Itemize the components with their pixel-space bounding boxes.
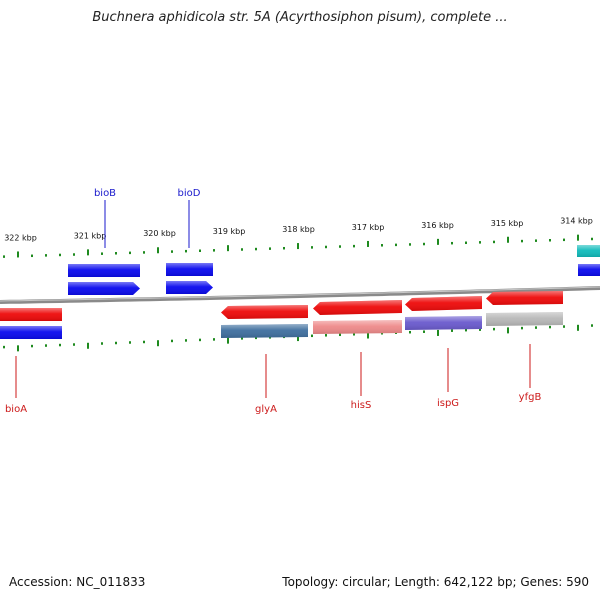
topology-summary: Topology: circular; Length: 642,122 bp; … <box>282 575 589 589</box>
scale-tick-label: 314 kbp <box>560 217 593 226</box>
scale-tick-label: 322 kbp <box>4 233 37 242</box>
genome-backbone <box>0 286 600 304</box>
accession-text: Accession: NC_011833 <box>9 575 146 589</box>
scale-tick-label: 316 kbp <box>421 221 454 230</box>
gene-shine <box>166 281 213 294</box>
gene-bioA[interactable] <box>0 308 62 321</box>
gene-yfgB-cog[interactable] <box>486 312 563 326</box>
scale-tick-label: 319 kbp <box>213 227 246 236</box>
gene-labels: bioB bioD bioA glyA hisS ispG yfgB <box>5 188 542 415</box>
gene-glyA-cog[interactable] <box>221 324 308 338</box>
gene-shine <box>221 324 308 338</box>
scale-tick-label: 317 kbp <box>352 223 385 232</box>
gene-bioA-cog[interactable] <box>0 326 62 339</box>
gene-glyA[interactable] <box>221 305 308 319</box>
gene-ispG[interactable] <box>405 296 482 311</box>
gene-shine <box>405 296 482 311</box>
gene-right-edge-teal[interactable] <box>577 245 600 257</box>
scale-tick-label: 320 kbp <box>143 229 176 238</box>
gene-bioB-cog[interactable] <box>68 264 140 277</box>
gene-label-yfgB[interactable]: yfgB <box>519 392 542 403</box>
gene-shine <box>313 320 402 334</box>
gene-shine <box>166 263 213 276</box>
gene-hisS[interactable] <box>313 300 402 315</box>
gene-right-edge-blue[interactable] <box>578 264 600 276</box>
backbone-line <box>0 286 600 304</box>
gene-shine <box>313 300 402 315</box>
gene-label-ispG[interactable]: ispG <box>437 398 459 409</box>
gene-shine <box>486 312 563 326</box>
gene-label-bioB[interactable]: bioB <box>94 188 116 199</box>
scale-tick-label: 318 kbp <box>282 225 315 234</box>
gene-yfgB[interactable] <box>486 291 563 305</box>
gene-shine <box>405 316 482 330</box>
gene-label-hisS[interactable]: hisS <box>351 400 372 411</box>
gene-shine <box>68 282 140 295</box>
gene-bioD[interactable] <box>166 281 213 294</box>
gene-shine <box>68 264 140 277</box>
scale-tick-label: 315 kbp <box>491 219 524 228</box>
gene-features <box>0 245 600 339</box>
gene-label-glyA[interactable]: glyA <box>255 404 277 415</box>
gene-ispG-cog[interactable] <box>405 316 482 330</box>
gene-label-bioD[interactable]: bioD <box>178 188 201 199</box>
gene-label-bioA[interactable]: bioA <box>5 404 27 415</box>
gene-shine <box>577 245 600 257</box>
scale-tick-label: 321 kbp <box>74 231 107 240</box>
gene-shine <box>221 305 308 319</box>
gene-bioD-cog[interactable] <box>166 263 213 276</box>
gene-hisS-cog[interactable] <box>313 320 402 334</box>
gene-shine <box>578 264 600 276</box>
gene-shine <box>0 308 62 321</box>
map-title: Buchnera aphidicola str. 5A (Acyrthosiph… <box>92 10 508 25</box>
gene-bioB[interactable] <box>68 282 140 295</box>
scale-ticks: 322 kbp 321 kbp 320 kbp 319 kbp 318 kbp 317 k… <box>3 217 593 352</box>
gene-shine <box>486 291 563 305</box>
gene-shine <box>0 326 62 339</box>
